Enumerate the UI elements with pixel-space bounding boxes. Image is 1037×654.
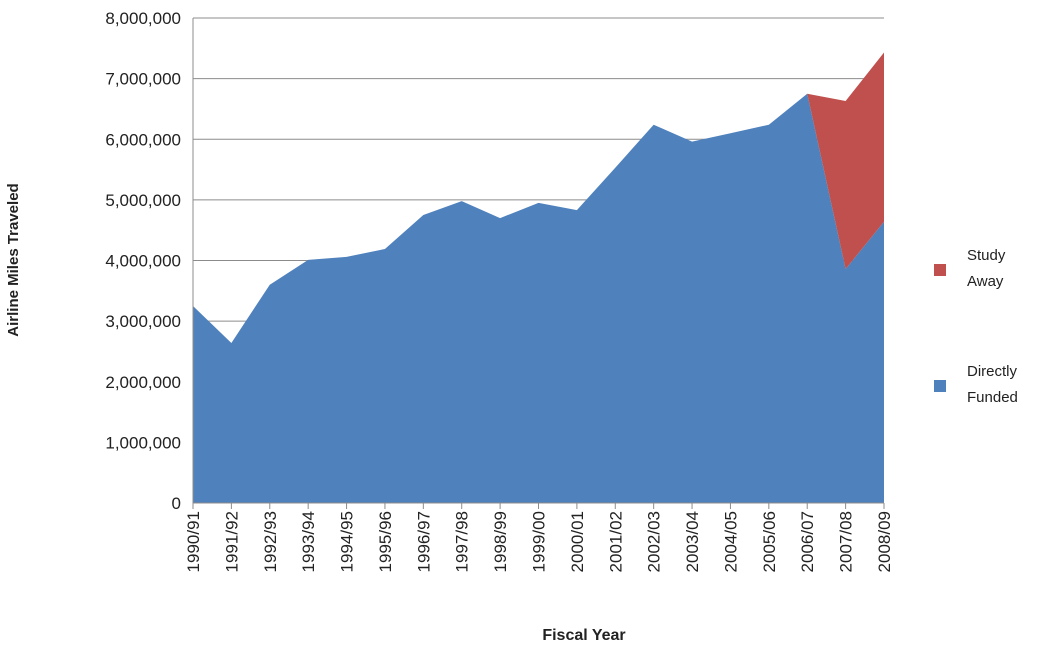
y-tick-label: 4,000,000 (105, 252, 181, 271)
x-tick-label: 1991/92 (222, 511, 241, 572)
y-tick-label: 7,000,000 (105, 70, 181, 89)
x-tick-label: 1994/95 (338, 511, 357, 572)
legend-swatch (934, 264, 946, 276)
x-tick-label: 2001/02 (606, 511, 625, 572)
x-tick-label: 1993/94 (299, 511, 318, 572)
x-tick-label: 2004/05 (721, 511, 740, 572)
x-tick-label: 1999/00 (530, 511, 549, 572)
y-tick-label: 1,000,000 (105, 433, 181, 452)
x-tick-label: 2005/06 (760, 511, 779, 572)
y-tick-label: 3,000,000 (105, 312, 181, 331)
x-tick-label: 1995/96 (376, 511, 395, 572)
legend-label: Study Away (967, 247, 1006, 290)
y-tick-label: 5,000,000 (105, 191, 181, 210)
y-tick-label: 6,000,000 (105, 130, 181, 149)
legend-label: Directly Funded (967, 363, 1018, 406)
x-tick-label: 1998/99 (491, 511, 510, 572)
x-axis-title: Fiscal Year (542, 627, 625, 644)
y-tick-label: 2,000,000 (105, 373, 181, 392)
x-tick-label: 1996/97 (414, 511, 433, 572)
x-tick-label: 2008/09 (875, 511, 894, 572)
x-tick-label: 2000/01 (568, 511, 587, 572)
area (193, 93, 884, 503)
x-tick-label: 2003/04 (683, 511, 702, 572)
x-tick-label: 2007/08 (837, 511, 856, 572)
x-tick-label: 1997/98 (453, 511, 472, 572)
y-tick-label: 8,000,000 (105, 9, 181, 28)
x-tick-label: 2006/07 (798, 511, 817, 572)
y-axis-title: Airline Miles Traveled (5, 183, 22, 336)
x-tick-label: 1992/93 (261, 511, 280, 572)
x-tick-label: 2002/03 (645, 511, 664, 572)
legend-swatch (934, 380, 946, 392)
x-tick-label: 1990/91 (184, 511, 203, 572)
y-tick-label: 0 (172, 494, 181, 513)
